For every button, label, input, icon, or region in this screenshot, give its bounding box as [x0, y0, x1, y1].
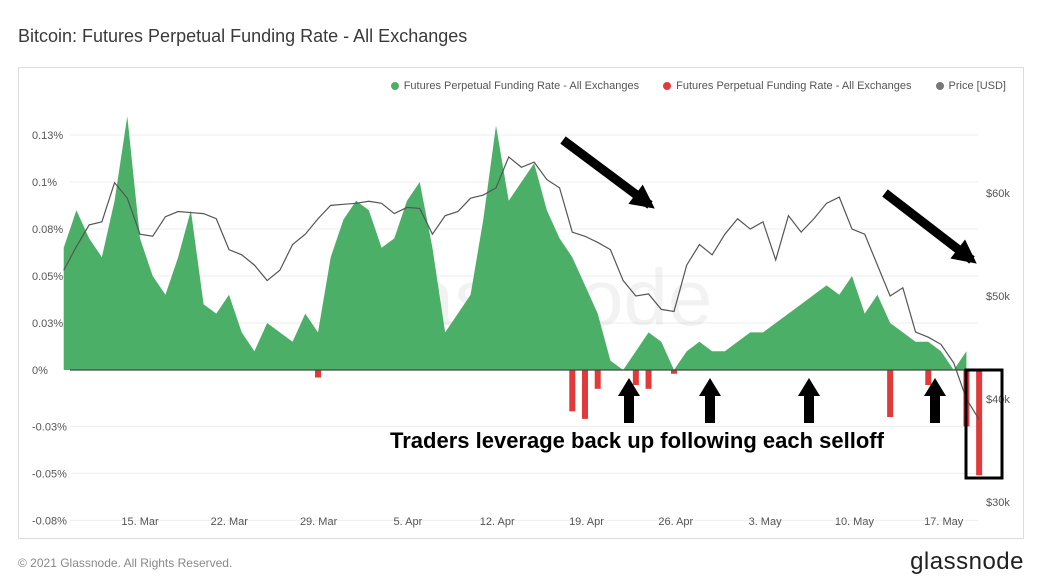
- arrow-down-head: [950, 239, 977, 264]
- funding-bar-negative: [315, 370, 321, 378]
- x-tick-label: 19. Apr: [569, 516, 604, 528]
- y-tick-label-right: $40k: [986, 394, 1010, 406]
- legend-label: Price [USD]: [948, 80, 1006, 92]
- x-tick-label: 26. Apr: [658, 516, 693, 528]
- legend-item-price[interactable]: Price [USD]: [935, 80, 1006, 92]
- arrow-down-shaft: [560, 136, 653, 209]
- x-tick-label: 12. Apr: [480, 516, 515, 528]
- funding-bar-negative: [594, 370, 601, 389]
- price-line: [63, 155, 980, 420]
- glassnode-logo: glassnode: [910, 548, 1024, 575]
- arrow-up-head: [699, 378, 721, 396]
- y-tick-label-left: -0.08%: [32, 515, 67, 527]
- y-tick-label-left: 0.08%: [32, 224, 63, 236]
- funding-bar-negative: [645, 370, 652, 389]
- arrow-down-shaft: [882, 189, 975, 264]
- annotation-text: Traders leverage back up following each …: [390, 428, 884, 453]
- legend-label: Futures Perpetual Funding Rate - All Exc…: [403, 80, 640, 92]
- funding-bar-negative: [569, 370, 576, 412]
- arrow-up-head: [924, 378, 946, 396]
- y-tick-label-left: -0.05%: [32, 468, 67, 480]
- x-tick-label: 10. May: [835, 516, 875, 528]
- legend-item-funding-negative[interactable]: Futures Perpetual Funding Rate - All Exc…: [663, 80, 912, 92]
- funding-bar-negative: [925, 370, 932, 386]
- y-tick-label-right: $50k: [986, 291, 1010, 303]
- y-tick-label-left: 0.13%: [32, 130, 63, 142]
- chart-title: Bitcoin: Futures Perpetual Funding Rate …: [18, 26, 468, 46]
- y-tick-label-left: -0.03%: [32, 421, 67, 433]
- legend-dot-gray: [935, 82, 944, 90]
- y-tick-label-right: $30k: [986, 497, 1010, 509]
- highlight-box: [964, 368, 1004, 480]
- funding-bar-negative: [671, 370, 677, 374]
- arrow-up-shaft: [624, 395, 634, 423]
- arrow-up-head: [618, 378, 640, 396]
- legend-dot-green: [390, 82, 399, 90]
- arrow-up-shaft: [804, 395, 814, 423]
- funding-area-positive: [63, 116, 967, 370]
- x-tick-label: 15. Mar: [121, 516, 159, 528]
- y-tick-label-left: 0.1%: [32, 177, 57, 189]
- y-tick-label-right: $60k: [986, 188, 1010, 200]
- funding-bar-negative: [582, 370, 588, 419]
- funding-bar-negative: [632, 370, 639, 386]
- legend-item-funding-positive[interactable]: Futures Perpetual Funding Rate - All Exc…: [390, 80, 640, 92]
- legend-label: Futures Perpetual Funding Rate - All Exc…: [676, 80, 912, 92]
- arrow-up-shaft: [705, 395, 715, 423]
- x-tick-label: 22. Mar: [211, 516, 249, 528]
- x-tick-label: 17. May: [924, 516, 964, 528]
- y-tick-label-left: 0.05%: [32, 271, 63, 283]
- funding-bar-negative: [976, 370, 983, 476]
- x-tick-label: 3. May: [749, 516, 783, 528]
- x-tick-label: 5. Apr: [394, 516, 423, 528]
- copyright-text: © 2021 Glassnode. All Rights Reserved.: [18, 556, 233, 570]
- y-tick-label-left: 0.03%: [32, 318, 63, 330]
- arrow-up-shaft: [930, 395, 940, 423]
- funding-bar-negative: [887, 370, 894, 417]
- arrow-down-head: [628, 184, 655, 209]
- y-tick-label-left: 0%: [32, 365, 48, 377]
- arrow-up-head: [798, 378, 820, 396]
- chart-legend: Futures Perpetual Funding Rate - All Exc…: [390, 80, 1006, 92]
- legend-dot-red: [663, 82, 672, 90]
- x-tick-label: 29. Mar: [300, 516, 338, 528]
